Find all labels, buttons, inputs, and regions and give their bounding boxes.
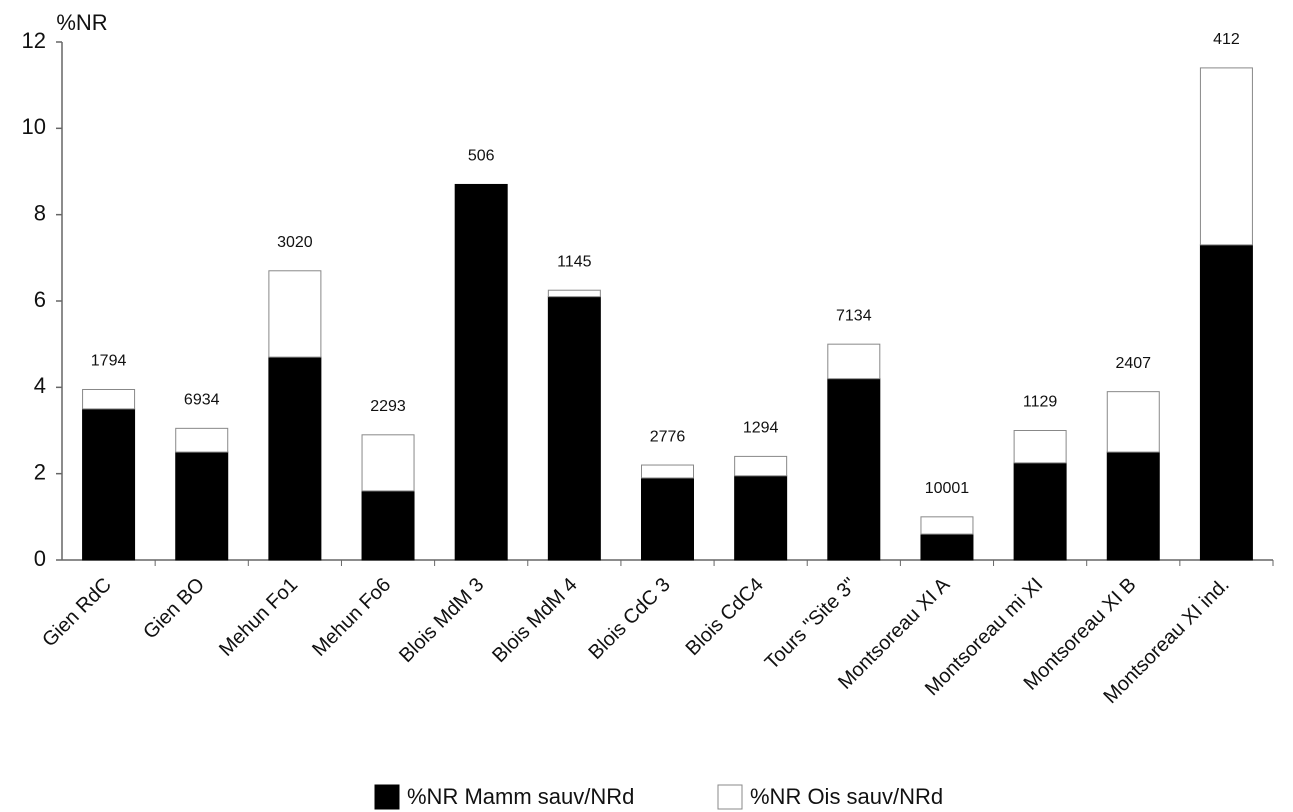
legend-label: %NR Ois sauv/NRd xyxy=(750,784,943,809)
x-tick-label: Gien RdC xyxy=(38,574,116,652)
sample-size-label: 412 xyxy=(1213,31,1240,48)
sample-size-label: 1294 xyxy=(743,420,779,437)
bar-segment xyxy=(641,464,694,479)
sample-size-label: 1129 xyxy=(1023,394,1058,411)
bar-segment xyxy=(1106,451,1160,561)
legend-swatch xyxy=(374,784,400,810)
bar-segment xyxy=(1013,430,1067,464)
sample-size-label: 506 xyxy=(468,148,495,165)
bar-segment xyxy=(82,388,136,410)
bar-segment xyxy=(920,533,974,561)
bar-segment xyxy=(361,434,415,492)
y-tick-label: 0 xyxy=(34,546,46,571)
sample-size-label: 10001 xyxy=(925,480,970,497)
y-tick-label: 8 xyxy=(34,200,46,225)
x-tick-label: Blois CdC 3 xyxy=(585,574,675,664)
legend-swatch xyxy=(717,784,743,810)
sample-size-label: 1794 xyxy=(91,353,127,370)
bar-segment xyxy=(268,270,322,358)
y-tick-label: 10 xyxy=(22,114,46,139)
bar-segment xyxy=(361,490,415,561)
y-tick-label: 2 xyxy=(34,459,46,484)
x-tick-label: Gien BO xyxy=(139,574,209,644)
x-tick-label: Blois CdC4 xyxy=(682,574,768,660)
bar-segment xyxy=(547,296,601,561)
sample-size-label: 1145 xyxy=(557,253,592,270)
bar-segment xyxy=(175,451,229,561)
sample-size-label: 2407 xyxy=(1115,355,1151,372)
x-tick-label: Blois MdM 4 xyxy=(488,574,581,667)
y-tick-label: 6 xyxy=(34,287,46,312)
y-axis-label: %NR xyxy=(56,10,107,35)
bar-segment xyxy=(734,455,788,477)
bar-segment xyxy=(1199,67,1253,246)
y-tick-label: 4 xyxy=(34,373,46,398)
sample-size-label: 2776 xyxy=(650,428,686,445)
x-tick-label: Mehun Fo6 xyxy=(308,574,395,661)
sample-size-label: 6934 xyxy=(184,392,220,409)
legend-label: %NR Mamm sauv/NRd xyxy=(407,784,634,809)
bar-segment xyxy=(175,427,229,453)
x-tick-label: Mehun Fo1 xyxy=(215,574,302,661)
bar-segment xyxy=(827,343,881,380)
x-tick-label: Blois MdM 3 xyxy=(395,574,488,667)
bar-segment xyxy=(1013,462,1067,561)
sample-size-label: 2293 xyxy=(370,398,406,415)
bar-segment xyxy=(454,183,508,561)
y-tick-label: 12 xyxy=(22,28,46,53)
bar-segment xyxy=(827,378,881,561)
bar-segment xyxy=(1106,391,1160,453)
bar-segment xyxy=(920,516,974,535)
bar-segment xyxy=(268,356,322,561)
sample-size-label: 7134 xyxy=(836,307,872,324)
x-tick-label: Tours "Site 3" xyxy=(761,574,861,674)
bar-segment xyxy=(1199,244,1253,561)
bar-segment xyxy=(547,289,601,298)
bar-segment xyxy=(734,475,788,561)
sample-size-label: 3020 xyxy=(277,234,313,251)
bar-segment xyxy=(641,477,694,561)
bar-segment xyxy=(82,408,136,561)
